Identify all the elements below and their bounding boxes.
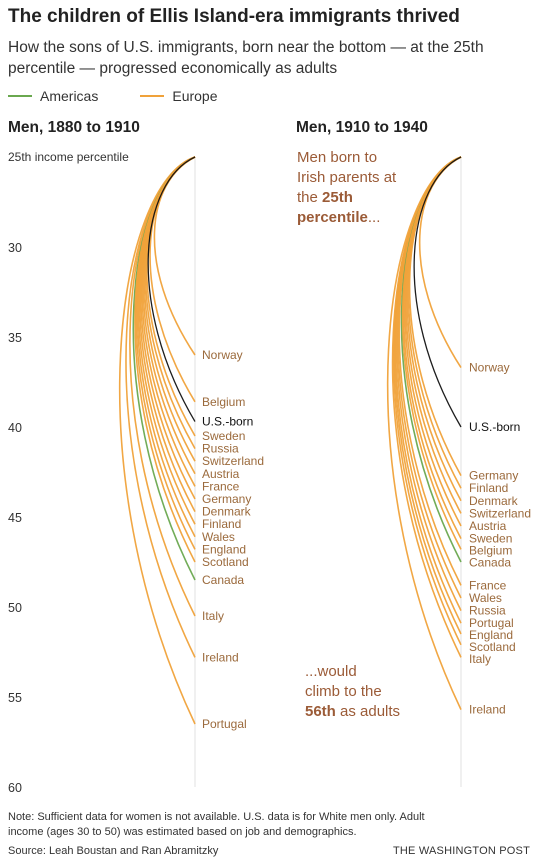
annotation-bottom-line1: ...would xyxy=(305,663,357,680)
annotation-bottom-as-adults: as adults xyxy=(335,703,401,720)
series-label-0-portugal: Portugal xyxy=(202,717,247,731)
legend-swatch-europe xyxy=(140,95,165,97)
annotation-top-line1: Men born to xyxy=(297,149,378,166)
legend-label-americas: Americas xyxy=(40,88,99,104)
series-label-0-france: France xyxy=(202,479,240,493)
legend-item-europe: Europe xyxy=(140,88,218,104)
series-label-0-scotland: Scotland xyxy=(202,555,249,569)
series-label-1-portugal: Portugal xyxy=(469,616,514,630)
annotation-bottom: ...would climb to the 56th as adults xyxy=(305,662,400,722)
series-label-1-england: England xyxy=(469,628,513,642)
series-label-1-u-s-born: U.S.-born xyxy=(469,420,520,434)
annotation-top-ellipsis: ... xyxy=(367,209,381,226)
annotation-top-line2: Irish parents at xyxy=(297,169,397,186)
series-label-1-france: France xyxy=(469,578,507,592)
series-label-1-germany: Germany xyxy=(469,469,518,483)
series-label-1-finland: Finland xyxy=(469,481,508,495)
series-label-1-austria: Austria xyxy=(469,519,507,533)
series-label-0-switzerland: Switzerland xyxy=(202,454,264,468)
series-label-0-austria: Austria xyxy=(202,467,240,481)
annotation-top-percentile: percentile xyxy=(297,209,368,226)
annotation-top-25th: 25th xyxy=(322,189,353,206)
legend: Americas Europe xyxy=(8,88,260,104)
series-label-0-finland: Finland xyxy=(202,517,241,531)
y-axis-label: 25th income percentile xyxy=(8,150,129,164)
panel-title-left: Men, 1880 to 1910 xyxy=(8,119,140,136)
series-label-0-denmark: Denmark xyxy=(202,505,252,519)
annotation-top: Men born to Irish parents at the 25th pe… xyxy=(297,148,396,228)
series-label-1-wales: Wales xyxy=(469,591,502,605)
series-label-0-sweden: Sweden xyxy=(202,429,245,443)
series-label-0-italy: Italy xyxy=(202,609,224,623)
series-label-1-canada: Canada xyxy=(469,556,511,570)
chart-subtitle: How the sons of U.S. immigrants, born ne… xyxy=(8,39,484,77)
series-label-0-wales: Wales xyxy=(202,530,235,544)
annotation-bottom-56th: 56th xyxy=(305,703,336,720)
series-label-0-u-s-born: U.S.-born xyxy=(202,415,253,429)
series-label-0-canada: Canada xyxy=(202,573,244,587)
series-label-0-belgium: Belgium xyxy=(202,395,245,409)
y-tick-label-50: 50 xyxy=(8,601,22,615)
annotation-top-line3: the 25th xyxy=(297,188,396,208)
series-label-1-sweden: Sweden xyxy=(469,532,512,546)
annotation-top-line4: percentile... xyxy=(297,208,396,228)
series-label-1-norway: Norway xyxy=(469,361,510,375)
series-label-0-germany: Germany xyxy=(202,492,251,506)
series-label-1-ireland: Ireland xyxy=(469,703,506,717)
y-tick-label-40: 40 xyxy=(8,421,22,435)
series-label-1-italy: Italy xyxy=(469,652,491,666)
series-label-0-england: England xyxy=(202,542,246,556)
y-tick-label-60: 60 xyxy=(8,781,22,795)
series-line-0-u-s-born xyxy=(147,156,196,422)
y-tick-label-35: 35 xyxy=(8,331,22,345)
source: Source: Leah Boustan and Ran Abramitzky xyxy=(8,845,219,857)
series-line-1-denmark xyxy=(406,156,462,502)
annotation-bottom-line2: climb to the xyxy=(305,683,382,700)
legend-item-americas: Americas xyxy=(8,88,98,104)
series-label-0-norway: Norway xyxy=(202,348,243,362)
panel-title-right: Men, 1910 to 1940 xyxy=(296,119,428,136)
footnote: Note: Sufficient data for women is not a… xyxy=(8,811,425,838)
y-tick-label-55: 55 xyxy=(8,691,22,705)
y-tick-label-45: 45 xyxy=(8,511,22,525)
annotation-top-line3-text: the xyxy=(297,189,323,206)
series-label-1-belgium: Belgium xyxy=(469,544,512,558)
series-label-1-scotland: Scotland xyxy=(469,640,516,654)
series-line-1-u-s-born xyxy=(413,156,462,428)
series-label-1-denmark: Denmark xyxy=(469,494,519,508)
legend-swatch-americas xyxy=(8,95,32,97)
legend-label-europe: Europe xyxy=(172,88,218,104)
series-label-0-ireland: Ireland xyxy=(202,650,239,664)
chart-title: The children of Ellis Island-era immigra… xyxy=(8,6,460,27)
series-line-1-norway xyxy=(418,156,462,369)
y-tick-label-30: 30 xyxy=(8,241,22,255)
series-label-0-russia: Russia xyxy=(202,442,239,456)
series-label-1-russia: Russia xyxy=(469,604,506,618)
series-label-1-switzerland: Switzerland xyxy=(469,506,531,520)
credit: THE WASHINGTON POST xyxy=(392,845,530,857)
annotation-bottom-line3: 56th as adults xyxy=(305,702,400,722)
